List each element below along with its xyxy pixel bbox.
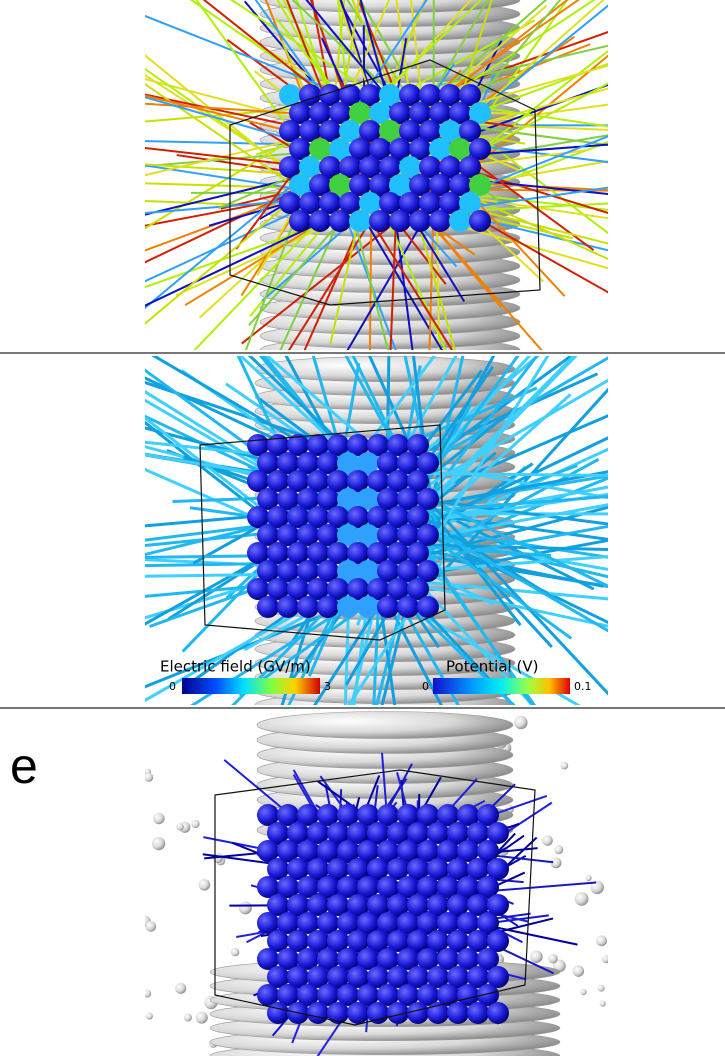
atom — [309, 210, 331, 232]
atom — [297, 596, 319, 618]
surface-atom — [600, 1000, 606, 1006]
surface-atom — [145, 921, 156, 932]
colorbar-title: Potential (V) — [446, 658, 538, 676]
atom — [487, 1002, 509, 1024]
colorbar-max: 3 — [324, 680, 331, 693]
atom — [277, 596, 299, 618]
atom — [409, 210, 431, 232]
surface-atom — [514, 716, 527, 729]
surface-atom — [152, 837, 165, 850]
atom — [337, 596, 359, 618]
atom — [467, 1002, 489, 1024]
surface-atom — [530, 950, 542, 962]
atom — [307, 1002, 329, 1024]
atom — [357, 596, 379, 618]
surface-atom — [598, 985, 605, 992]
surface-atom — [602, 955, 610, 963]
atom — [289, 210, 311, 232]
surface-atom — [143, 990, 151, 998]
colorbar-max: 0.1 — [574, 680, 592, 693]
atom — [377, 596, 399, 618]
atom — [469, 210, 491, 232]
surface-atom — [573, 965, 584, 976]
atom — [367, 1002, 389, 1024]
surface-atom — [199, 879, 211, 891]
atom — [329, 210, 351, 232]
surface-atom — [176, 823, 183, 830]
colorbar-gradient — [433, 678, 570, 694]
figure: e Electric field (GV/m) 0 3 Potential (V… — [0, 0, 725, 1056]
colorbar-min: 0 — [422, 680, 429, 693]
surface-atom — [153, 813, 164, 824]
surface-atom — [542, 835, 553, 846]
surface-atom — [575, 892, 589, 906]
surface-atom — [585, 875, 591, 881]
surface-atom — [196, 1011, 208, 1023]
atom — [407, 1002, 429, 1024]
atom — [389, 210, 411, 232]
surface-atom — [175, 983, 186, 994]
atom — [447, 1002, 469, 1024]
surface-atom — [554, 845, 563, 854]
page: e Electric field (GV/m) 0 3 Potential (V… — [0, 0, 725, 1056]
colorbar-gradient — [182, 678, 320, 694]
surface-atom — [580, 989, 586, 995]
atom — [449, 210, 471, 232]
surface-atom — [560, 762, 568, 770]
atom — [257, 596, 279, 618]
surface-atom — [239, 901, 252, 914]
surface-atom — [548, 954, 558, 964]
surface-atom — [144, 773, 153, 782]
colorbar-title: Electric field (GV/m) — [160, 658, 311, 676]
surface-atom — [184, 1013, 192, 1021]
surface-atom — [596, 935, 607, 946]
atom — [327, 1002, 349, 1024]
atom — [347, 1002, 369, 1024]
surface-atom — [146, 1012, 153, 1019]
ring — [257, 712, 513, 739]
atom — [397, 596, 419, 618]
atom — [369, 210, 391, 232]
panel-label: e — [10, 738, 38, 794]
atom — [267, 1002, 289, 1024]
colorbar-min: 0 — [169, 680, 176, 693]
surface-atom — [191, 820, 199, 828]
atom — [317, 596, 339, 618]
surface-atom — [231, 948, 239, 956]
atom — [429, 210, 451, 232]
panel-field-emission-bottom — [140, 712, 610, 1056]
atom — [349, 210, 371, 232]
